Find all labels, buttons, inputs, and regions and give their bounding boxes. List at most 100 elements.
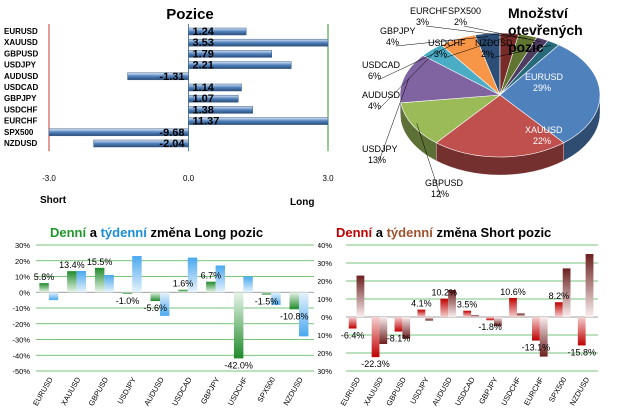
slice-percent: 13%: [368, 155, 386, 165]
slice-label: USDCHF: [428, 38, 466, 48]
pie-slice: [499, 44, 601, 144]
category-label: USDJPY: [408, 376, 431, 406]
category-label: EURUSD: [31, 375, 55, 407]
daily-bar: [39, 283, 49, 293]
category-label: USDJPY: [115, 376, 138, 406]
category-label: XAUUSD: [362, 375, 386, 407]
slice-percent: 2%: [481, 49, 494, 59]
y-tick-label: -20%: [318, 349, 332, 358]
category-label: USDJPY: [4, 61, 37, 70]
leader-line: [463, 25, 541, 42]
y-tick-label: 30%: [318, 259, 332, 268]
slice-label: GBPJPY: [380, 26, 416, 36]
daily-bar: [261, 292, 272, 295]
y-tick-label: 20%: [15, 257, 30, 266]
category-label: AUDUSD: [142, 375, 166, 407]
category-label: NZDUSD: [4, 139, 38, 148]
weekly-bar: [159, 292, 170, 316]
slice-label: EURUSD: [525, 72, 564, 82]
daily-bar: [150, 292, 160, 302]
data-label: -22.3%: [361, 359, 390, 369]
daily-bar: [289, 292, 299, 310]
weekly-bar: [76, 270, 87, 293]
slice-percent: 3%: [434, 49, 447, 59]
position-bar: [93, 139, 189, 148]
y-tick-label: -20%: [12, 320, 30, 329]
weekly-bar: [215, 265, 226, 293]
weekly-bar: [448, 290, 456, 317]
data-label: 15.5%: [87, 257, 113, 267]
position-bar: [188, 38, 329, 47]
category-label: USDCHF: [499, 375, 523, 407]
data-label: -6.4%: [341, 331, 365, 341]
daily-bar: [532, 317, 540, 341]
weekly-bar: [132, 256, 142, 293]
y-tick-label: -30%: [318, 367, 332, 376]
pie-slice: [400, 94, 502, 144]
long-change-panel: Denní a týdenní změna Long pozic 30% 20% 10…: [0, 215, 318, 412]
daily-bar: [67, 271, 77, 293]
category-label: GBPUSD: [384, 375, 408, 407]
position-bar: [188, 106, 253, 114]
daily-bar: [178, 289, 188, 293]
short-label: Short: [40, 195, 67, 206]
position-bar: [188, 117, 329, 125]
y-tick-label: -50%: [12, 367, 30, 376]
data-label: 4.1%: [411, 299, 432, 309]
data-label: 13.4%: [59, 260, 85, 270]
data-label: 10.6%: [500, 287, 526, 297]
value-label: 2.21: [193, 60, 214, 72]
leader-line: [490, 45, 551, 59]
weekly-bar: [516, 313, 525, 317]
y-tick-label: -10%: [318, 331, 332, 340]
daily-bar: [554, 302, 563, 317]
weekly-bar: [356, 275, 365, 317]
slice-label: NZDUSD: [475, 38, 513, 48]
data-label: 5.8%: [34, 272, 55, 282]
category-label: XAUUSD: [4, 38, 38, 47]
value-label: 11.37: [193, 116, 220, 128]
category-label: XAUUSD: [59, 375, 83, 407]
category-label: AUDUSD: [4, 72, 38, 81]
category-label: GBPUSD: [4, 49, 38, 58]
slice-label: USDCAD: [362, 60, 401, 70]
data-label: -13.1%: [522, 343, 551, 353]
leader-line: [377, 78, 410, 165]
daily-bar: [371, 317, 380, 358]
daily-bar: [122, 292, 133, 294]
leader-line: [416, 123, 442, 199]
value-label: 3.53: [193, 37, 214, 49]
x-tick-label: -3.0: [42, 174, 56, 183]
short-change-chart: Denní a týdenní změna Short pozic 40% 30% 2…: [314, 225, 598, 407]
long-change-chart: Denní a týdenní změna Long pozic 30% 20% 10…: [12, 225, 314, 407]
daily-bar: [394, 317, 403, 332]
long-label: Long: [290, 197, 314, 208]
position-bar: [188, 83, 242, 92]
weekly-bar: [402, 317, 411, 339]
category-label: SPX500: [4, 128, 34, 137]
y-tick-label: 0%: [321, 313, 332, 322]
value-label: -1.31: [159, 71, 184, 83]
slice-label: EURCHF: [410, 6, 448, 16]
y-tick-label: -30%: [12, 336, 30, 345]
short-change-panel: Denní a týdenní změna Short pozic 40% 30% 2…: [314, 215, 623, 412]
category-label: GBPJPY: [4, 94, 37, 103]
slice-percent: 6%: [368, 71, 381, 81]
category-label: USDCAD: [4, 83, 38, 92]
slice-percent: 4%: [368, 101, 381, 111]
weekly-bar: [539, 317, 548, 357]
daily-bar: [577, 317, 586, 346]
slice-percent: 12%: [431, 189, 449, 199]
title-part: změna Long pozic: [147, 225, 263, 240]
value-label: -9.68: [159, 127, 184, 139]
title-part: týdenní: [101, 225, 148, 240]
weekly-bar: [187, 257, 198, 293]
value-label: 1.79: [193, 48, 214, 60]
data-label: -1.0%: [116, 296, 140, 306]
category-label: EURCHF: [4, 117, 37, 126]
category-label: AUDUSD: [430, 375, 454, 407]
slice-percent: 2%: [454, 17, 467, 27]
weekly-bar: [243, 276, 253, 293]
daily-bar: [94, 267, 105, 293]
pie-slice: [499, 40, 560, 96]
